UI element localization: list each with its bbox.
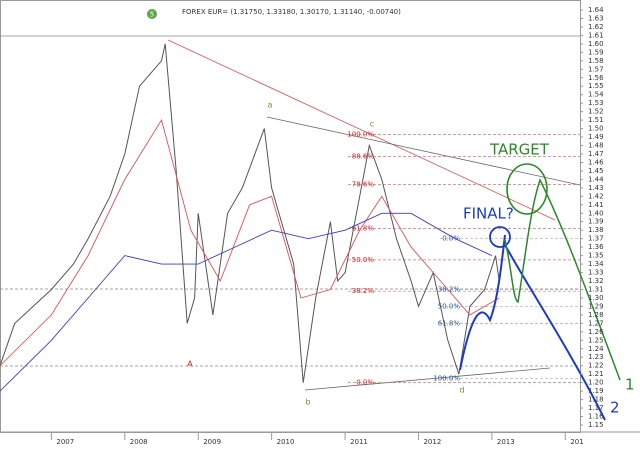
fib-label: 88.6% bbox=[352, 153, 375, 161]
y-tick-label: 1.24 bbox=[588, 345, 604, 353]
y-tick-label: 1.58 bbox=[588, 57, 604, 65]
y-tick-label: 1.44 bbox=[588, 175, 604, 183]
fib-label: 61.8% bbox=[352, 225, 375, 233]
badge: 5 bbox=[150, 11, 154, 19]
y-tick-label: 1.57 bbox=[588, 65, 604, 73]
fib-label: 78.6% bbox=[352, 180, 375, 188]
y-tick-label: 1.28 bbox=[588, 311, 604, 319]
y-tick-label: 1.43 bbox=[588, 184, 604, 192]
fib-label: 0.0% bbox=[356, 379, 374, 387]
y-tick-label: 1.48 bbox=[588, 142, 604, 150]
wave-label: A bbox=[187, 360, 193, 369]
y-tick-label: 1.56 bbox=[588, 74, 604, 82]
y-tick-label: 1.26 bbox=[588, 328, 604, 336]
y-tick-label: 1.47 bbox=[588, 150, 604, 158]
badge-icon bbox=[147, 9, 157, 19]
y-tick-label: 1.17 bbox=[588, 404, 604, 412]
plot-frame bbox=[0, 0, 581, 433]
fib-label: 0.0% bbox=[442, 235, 460, 243]
y-tick-label: 1.64 bbox=[588, 6, 604, 14]
price-line bbox=[0, 43, 500, 383]
price-line bbox=[0, 212, 493, 392]
fib-label: 38.2% bbox=[352, 287, 375, 295]
note: 2 bbox=[610, 399, 620, 417]
x-tick-label: 2007 bbox=[56, 438, 74, 446]
wave-label: b bbox=[305, 398, 310, 407]
y-tick-label: 1.18 bbox=[588, 396, 604, 404]
y-tick-label: 1.54 bbox=[588, 91, 604, 99]
y-tick-label: 1.52 bbox=[588, 108, 604, 116]
trend-line bbox=[304, 367, 551, 391]
x-tick-label: 2008 bbox=[130, 438, 148, 446]
fib-label: 38.2% bbox=[438, 285, 461, 293]
y-tick-label: 1.16 bbox=[588, 413, 604, 421]
fib-label: 50.0% bbox=[438, 302, 461, 310]
hand-path bbox=[504, 178, 621, 381]
y-tick-label: 1.38 bbox=[588, 226, 604, 234]
y-tick-label: 1.21 bbox=[588, 370, 604, 378]
y-tick-label: 1.29 bbox=[588, 302, 604, 310]
wave-label: d bbox=[459, 386, 464, 395]
y-tick-label: 1.63 bbox=[588, 14, 604, 22]
y-tick-label: 1.61 bbox=[588, 31, 604, 39]
trend-line bbox=[167, 39, 556, 221]
x-tick-label: 2010 bbox=[277, 438, 295, 446]
fib-label: 61.8% bbox=[438, 319, 461, 327]
note: TARGET bbox=[489, 141, 550, 159]
y-tick-label: 1.55 bbox=[588, 82, 604, 90]
y-tick-label: 1.32 bbox=[588, 277, 604, 285]
trend-line bbox=[266, 116, 581, 186]
x-tick-label: 2013 bbox=[497, 438, 515, 446]
fib-label: 100.0% bbox=[347, 131, 374, 139]
y-tick-label: 1.31 bbox=[588, 285, 604, 293]
y-tick-label: 1.37 bbox=[588, 235, 604, 243]
y-tick-label: 1.33 bbox=[588, 269, 604, 277]
y-tick-label: 1.51 bbox=[588, 116, 604, 124]
fib-label: 50.0% bbox=[352, 256, 375, 264]
y-tick-label: 1.45 bbox=[588, 167, 604, 175]
y-tick-label: 1.50 bbox=[588, 125, 604, 133]
y-tick-label: 1.22 bbox=[588, 362, 604, 370]
hand-path bbox=[459, 234, 506, 371]
hand-circle bbox=[506, 163, 548, 215]
hand-circle bbox=[489, 226, 511, 248]
note: FINAL? bbox=[463, 205, 514, 223]
y-tick-label: 1.36 bbox=[588, 243, 604, 251]
y-tick-label: 1.20 bbox=[588, 379, 604, 387]
x-tick-label: 2009 bbox=[203, 438, 221, 446]
y-tick-label: 1.34 bbox=[588, 260, 604, 268]
note: 1 bbox=[625, 376, 635, 394]
y-tick-label: 1.53 bbox=[588, 99, 604, 107]
hand-path bbox=[504, 244, 606, 421]
y-tick-label: 1.39 bbox=[588, 218, 604, 226]
y-tick-label: 1.41 bbox=[588, 201, 604, 209]
y-tick-label: 1.46 bbox=[588, 158, 604, 166]
fib-label: 100.0% bbox=[433, 374, 460, 382]
y-tick-label: 1.25 bbox=[588, 336, 604, 344]
x-tick-label: 2011 bbox=[350, 438, 368, 446]
y-tick-label: 1.23 bbox=[588, 353, 604, 361]
x-tick-label: 2012 bbox=[423, 438, 441, 446]
y-tick-label: 1.59 bbox=[588, 48, 604, 56]
y-tick-label: 1.62 bbox=[588, 23, 604, 31]
wave-label: a bbox=[268, 101, 273, 110]
wave-label: c bbox=[370, 120, 374, 129]
y-tick-label: 1.60 bbox=[588, 40, 604, 48]
y-tick-label: 1.49 bbox=[588, 133, 604, 141]
y-tick-label: 1.30 bbox=[588, 294, 604, 302]
y-tick-label: 1.15 bbox=[588, 421, 604, 429]
y-tick-label: 1.27 bbox=[588, 319, 604, 327]
y-tick-label: 1.19 bbox=[588, 387, 604, 395]
chart-title: FOREX EUR= (1.31750, 1.33180, 1.30170, 1… bbox=[182, 8, 401, 16]
price-line bbox=[0, 118, 500, 367]
y-tick-label: 1.42 bbox=[588, 192, 604, 200]
x-tick-label: 201 bbox=[570, 438, 583, 446]
y-tick-label: 1.40 bbox=[588, 209, 604, 217]
y-tick-label: 1.35 bbox=[588, 252, 604, 260]
